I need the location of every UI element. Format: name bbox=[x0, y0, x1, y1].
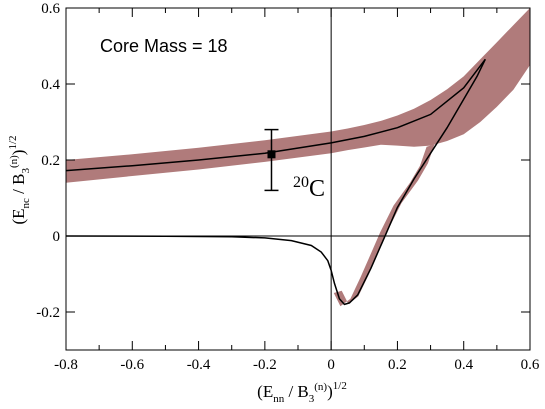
x-tick-label: -0.6 bbox=[120, 357, 144, 373]
y-tick-label: -0.2 bbox=[36, 305, 60, 321]
isotope-symbol: C bbox=[309, 176, 325, 202]
x-axis-title: (Enn / B3(n))1/2 bbox=[257, 380, 347, 405]
tick-layer: -0.8 -0.6 -0.4 -0.2 0 0.2 0.4 0.6 -0.2 0 0.2 0.4 0.6 bbox=[36, 1, 540, 373]
x-tick-label: -0.8 bbox=[54, 357, 78, 373]
uncertainty-band-lower-branch bbox=[333, 144, 435, 307]
y-tick-label: 0.4 bbox=[41, 77, 60, 93]
y-axis-title: (Enc / B3(n))1/2 bbox=[7, 135, 32, 224]
x-tick-label: -0.4 bbox=[187, 357, 211, 373]
data-point-marker bbox=[267, 150, 276, 159]
x-tick-label: 0.2 bbox=[388, 357, 407, 373]
y-tick-label: 0 bbox=[53, 229, 61, 245]
isotope-label: 20C bbox=[293, 174, 325, 202]
x-tick-label: 0 bbox=[327, 357, 335, 373]
isotope-mass-number: 20 bbox=[293, 174, 309, 191]
x-tick-label: 0.6 bbox=[521, 357, 540, 373]
series-line-2 bbox=[65, 58, 486, 306]
data-point-layer bbox=[264, 128, 279, 192]
uncertainty-band-upper bbox=[66, 8, 530, 183]
series-line-1 bbox=[65, 58, 486, 172]
core-mass-annotation: Core Mass = 18 bbox=[100, 36, 228, 56]
uncertainty-band-layer bbox=[66, 8, 530, 307]
x-tick-label: -0.2 bbox=[253, 357, 277, 373]
y-tick-label: 0.6 bbox=[41, 1, 60, 17]
x-tick-label: 0.4 bbox=[454, 357, 473, 373]
series-layer bbox=[65, 58, 486, 306]
y-tick-label: 0.2 bbox=[41, 153, 60, 169]
